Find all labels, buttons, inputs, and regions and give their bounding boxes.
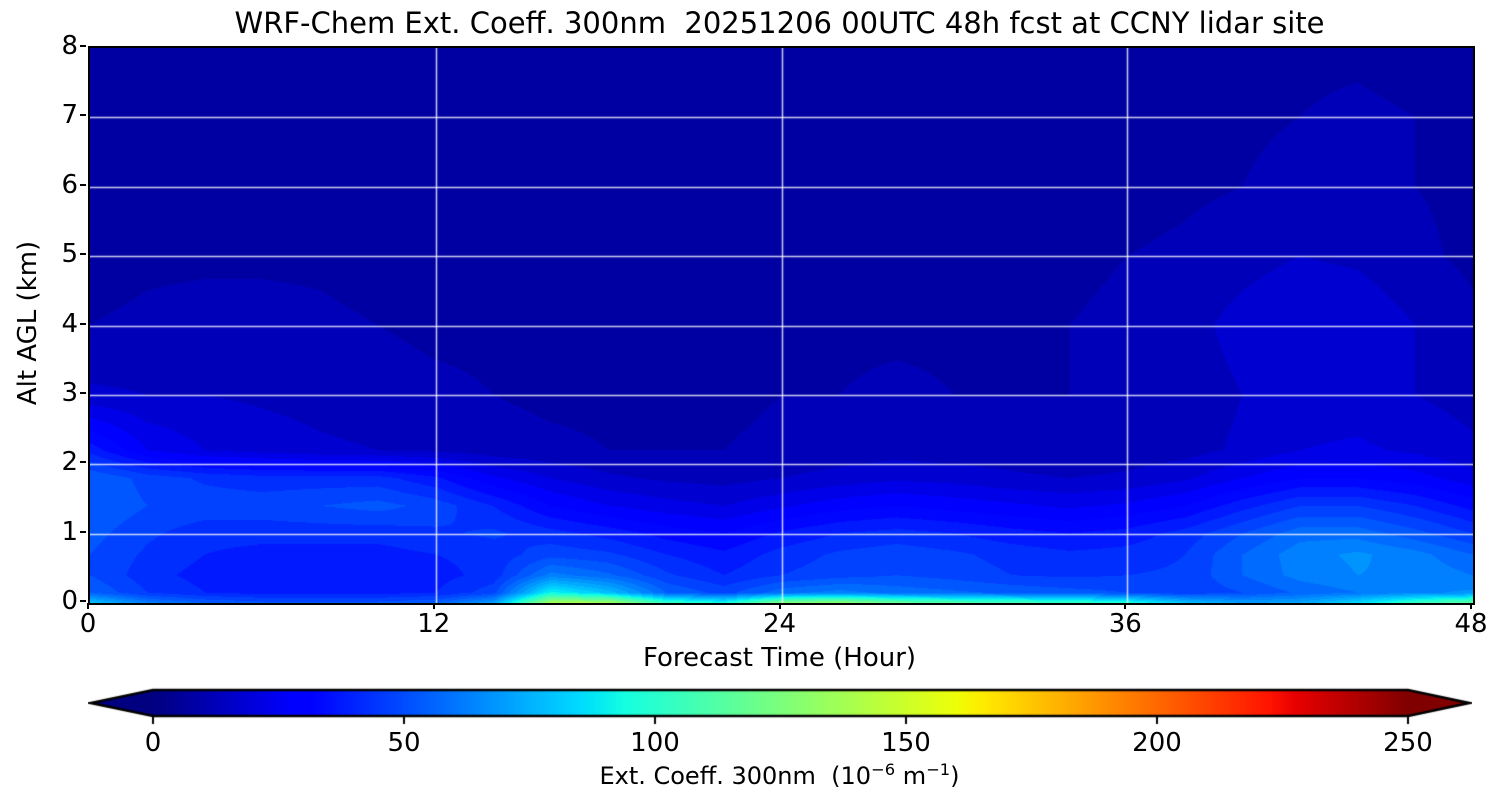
x-tick-label-48: 48 (1454, 609, 1488, 639)
colorbar-label: Ext. Coeff. 300nm (10−6 m−1) (88, 760, 1471, 790)
y-tick-mark-8 (80, 45, 86, 47)
y-tick-label-3: 3 (61, 377, 78, 408)
x-tick-mark-36 (1124, 603, 1127, 609)
y-axis-label: Alt AGL (km) (13, 240, 43, 406)
y-tick-label-7: 7 (61, 100, 78, 131)
colorbar-canvas (88, 686, 1472, 726)
colorbar-tick-label-250: 250 (1383, 728, 1433, 758)
colorbar-tick-label-100: 100 (630, 728, 680, 758)
x-tick-mark-48 (1470, 603, 1472, 609)
colorbar-label-suffix: ) (950, 762, 960, 790)
y-tick-label-6: 6 (61, 169, 78, 200)
y-tick-mark-4 (80, 322, 86, 325)
y-tick-mark-3 (80, 391, 86, 394)
heatmap-canvas (90, 48, 1473, 603)
colorbar-label-exponent2: −1 (926, 760, 951, 779)
y-tick-mark-1 (80, 530, 86, 533)
x-tick-label-36: 36 (1108, 609, 1142, 639)
y-tick-mark-6 (80, 183, 86, 186)
y-tick-mark-5 (80, 253, 86, 256)
colorbar-tick-labels: 0 50 100 150 200 250 (145, 728, 1433, 760)
x-tick-marks (87, 603, 1472, 609)
y-tick-mark-7 (80, 114, 86, 117)
x-axis-label: Forecast Time (Hour) (642, 643, 917, 673)
x-tick-label-24: 24 (762, 609, 797, 639)
colorbar-tick-label-0: 0 (144, 728, 162, 758)
x-tick-labels: 0 12 24 36 48 (80, 609, 1488, 641)
colorbar-label-exponent: −6 (871, 760, 896, 779)
colorbar-tick-label-150: 150 (881, 728, 931, 758)
x-tick-label-0: 0 (79, 609, 97, 639)
x-tick-label-12: 12 (417, 609, 451, 639)
y-tick-mark-0 (80, 600, 86, 602)
chart-title: WRF-Chem Ext. Coeff. 300nm 20251206 00UT… (234, 6, 1325, 40)
x-tick-mark-0 (87, 603, 89, 609)
plot-area (88, 46, 1475, 605)
colorbar-label-prefix: Ext. Coeff. 300nm (10 (599, 762, 872, 790)
colorbar-label-mid: m (895, 762, 927, 790)
x-tick-mark-24 (778, 603, 781, 609)
y-tick-label-5: 5 (61, 239, 78, 270)
y-tick-label-2: 2 (61, 447, 78, 478)
y-tick-mark-2 (80, 461, 86, 464)
colorbar-tick-label-200: 200 (1132, 728, 1182, 758)
y-tick-label-1: 1 (61, 516, 78, 547)
y-tick-labels: 0 1 2 3 4 5 6 7 8 (40, 33, 78, 614)
y-tick-label-8: 8 (61, 31, 78, 61)
y-tick-label-4: 4 (61, 308, 78, 339)
y-tick-label-0: 0 (61, 586, 78, 616)
colorbar-tick-label-50: 50 (387, 728, 421, 758)
y-tick-marks (80, 45, 86, 602)
x-tick-mark-12 (432, 603, 435, 609)
